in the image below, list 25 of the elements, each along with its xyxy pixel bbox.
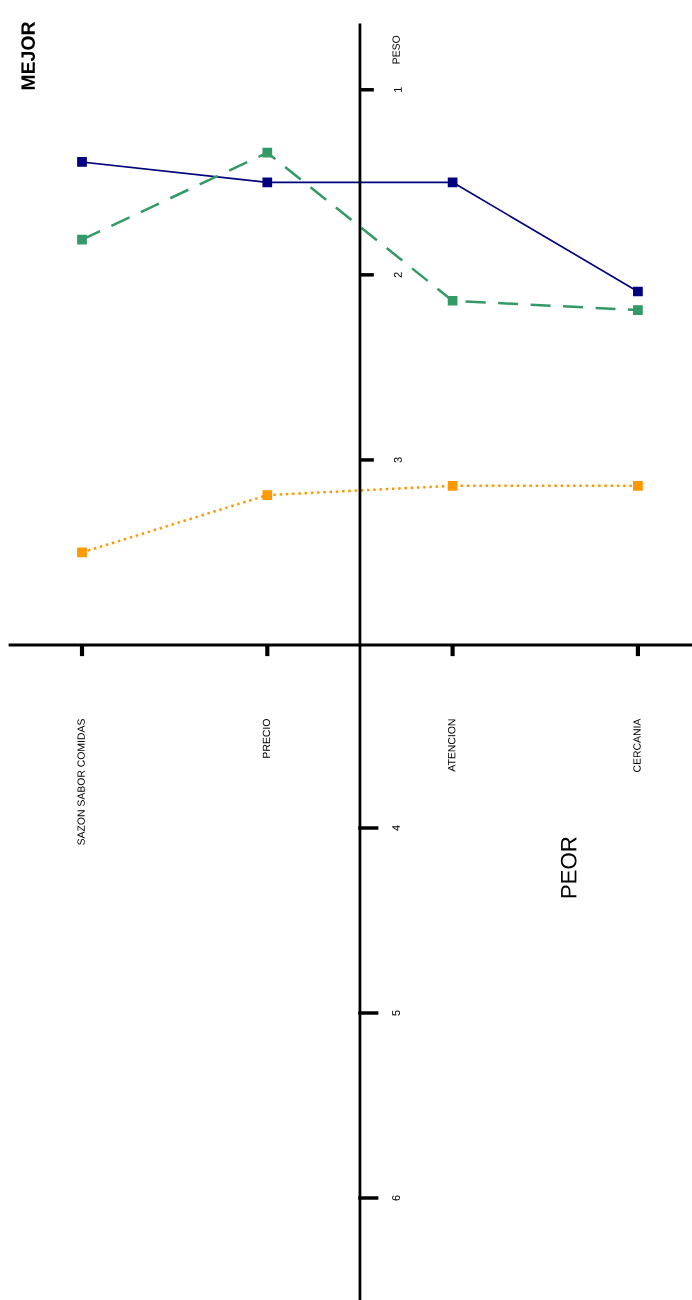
y-tick-label: 1	[394, 87, 402, 93]
point	[77, 234, 87, 245]
text: 5	[392, 1010, 400, 1016]
point	[262, 490, 273, 500]
y-tick-label: 3	[393, 457, 402, 463]
point	[633, 305, 643, 315]
point	[633, 480, 643, 491]
point	[77, 157, 87, 167]
point	[262, 147, 273, 158]
point	[262, 177, 273, 188]
point	[633, 286, 643, 297]
point	[447, 480, 458, 491]
x-tick-label: CERCANIA	[633, 718, 641, 772]
x-tick-label: SAZON SABOR COMIDAS	[77, 719, 85, 845]
y-axis-title: PESO	[392, 35, 400, 64]
y-tick-label: 2	[393, 272, 402, 278]
text: PEOR	[560, 837, 577, 898]
annotation: MEJOR	[21, 21, 35, 90]
text: 4	[392, 825, 400, 831]
text: 6	[392, 1195, 400, 1201]
x-tick-label: ATENCION	[448, 719, 456, 772]
x-tick-label: PRECIO	[262, 719, 271, 758]
point	[77, 547, 87, 558]
point	[447, 177, 458, 188]
point	[447, 295, 458, 306]
